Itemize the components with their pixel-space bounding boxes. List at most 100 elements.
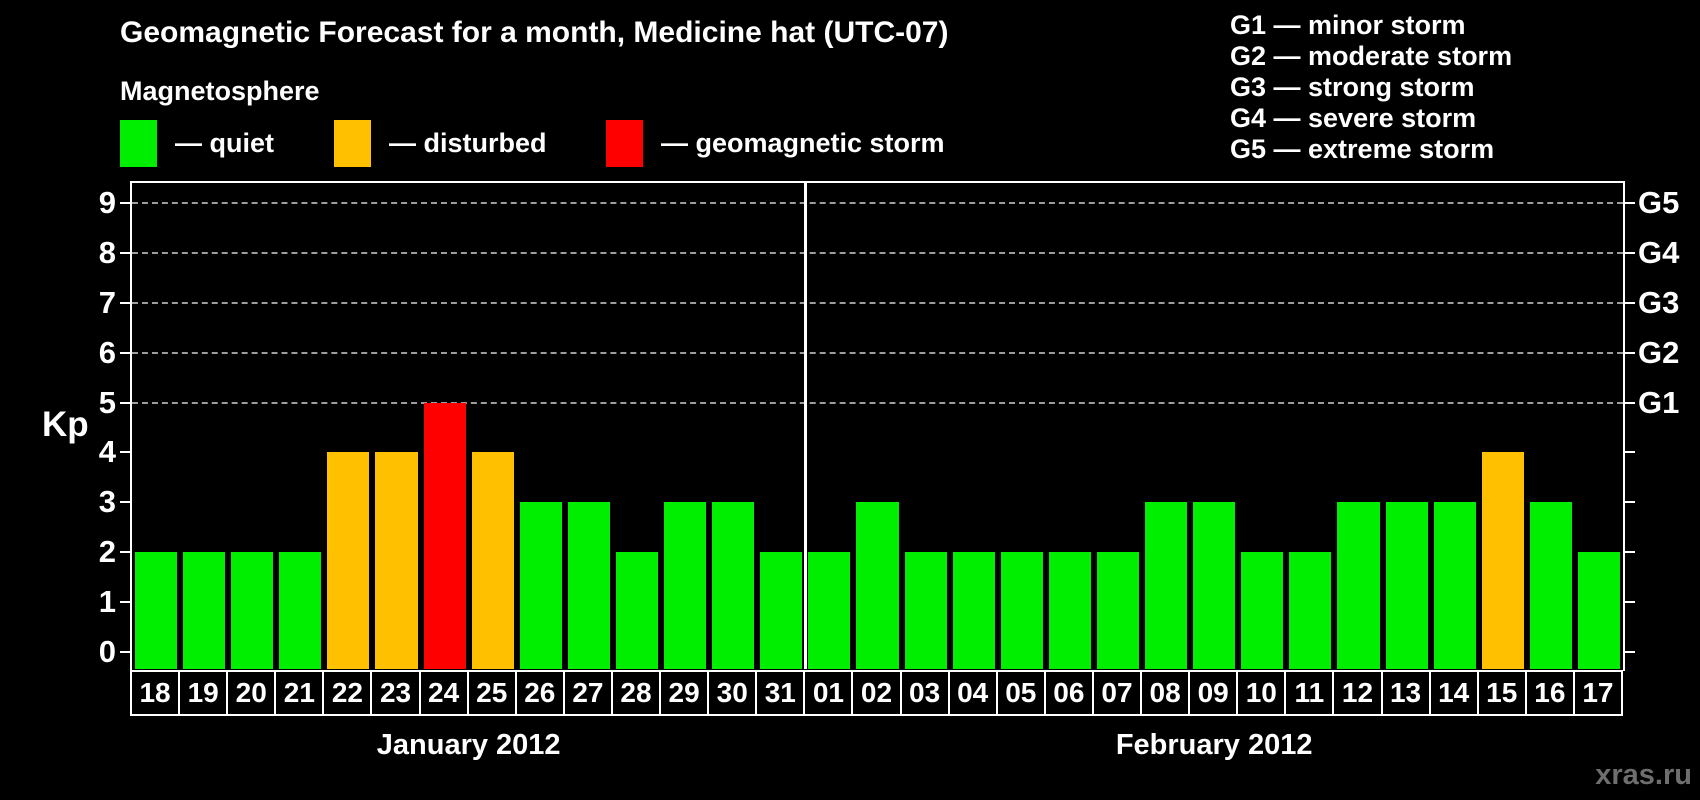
- day-cell-05: 05: [995, 670, 1046, 716]
- day-cell-15: 15: [1476, 670, 1527, 716]
- y-tick-label-6: 6: [98, 334, 116, 370]
- g-legend-g2: G2 — moderate storm: [1230, 41, 1513, 71]
- kp-bar-day-14-month-2: [1433, 502, 1476, 669]
- kp-bar-day-13-month-2: [1385, 502, 1428, 669]
- kp-bar-day-18-month-1: [135, 552, 178, 669]
- storm-color-swatch: [606, 119, 643, 167]
- day-cell-13: 13: [1380, 670, 1431, 716]
- day-cell-23: 23: [370, 670, 421, 716]
- kp-bar-day-11-month-2: [1289, 552, 1332, 669]
- day-cell-21: 21: [274, 670, 325, 716]
- kp-bar-day-25-month-1: [471, 452, 514, 669]
- legend-label-quiet: — quiet: [175, 127, 274, 158]
- kp-bar-day-21-month-1: [279, 552, 322, 669]
- right-tick-kp-5: [1623, 401, 1635, 404]
- legend-item-storm: — geomagnetic storm: [606, 118, 945, 168]
- kp-bar-day-31-month-1: [760, 552, 803, 669]
- g-legend-g3: G3 — strong storm: [1230, 72, 1475, 102]
- day-cell-14: 14: [1428, 670, 1479, 716]
- left-tick-kp-2: [120, 551, 132, 554]
- kp-bar-day-28-month-1: [615, 552, 659, 669]
- kp-bar-day-07-month-2: [1096, 552, 1140, 669]
- day-cell-31: 31: [755, 670, 806, 716]
- legend-item-disturbed: — disturbed: [334, 118, 547, 168]
- kp-bar-day-08-month-2: [1145, 502, 1188, 669]
- day-cell-16: 16: [1524, 670, 1575, 716]
- g-legend-g1: G1 — minor storm: [1230, 10, 1466, 40]
- left-tick-kp-5: [120, 401, 132, 404]
- right-tick-kp-8: [1623, 251, 1635, 254]
- y-axis-title: Kp: [42, 404, 89, 444]
- day-cell-18: 18: [130, 670, 181, 716]
- kp-bar-day-10-month-2: [1241, 552, 1284, 669]
- y-tick-label-2: 2: [98, 534, 116, 570]
- right-tick-kp-6: [1623, 351, 1635, 354]
- gridline-kp-6: [132, 351, 1623, 354]
- kp-bar-day-04-month-2: [952, 552, 995, 669]
- kp-bar-day-24-month-1: [423, 402, 466, 669]
- day-cell-30: 30: [707, 670, 758, 716]
- kp-bar-day-16-month-2: [1529, 502, 1572, 669]
- left-tick-kp-1: [120, 601, 132, 604]
- gridline-kp-9: [132, 201, 1623, 204]
- g-legend-g5: G5 — extreme storm: [1230, 134, 1495, 164]
- gridline-kp-5: [132, 401, 1623, 404]
- y-tick-label-0: 0: [98, 634, 116, 669]
- y-tick-label-4: 4: [98, 434, 116, 470]
- day-cell-25: 25: [466, 670, 517, 716]
- left-tick-kp-9: [120, 201, 132, 204]
- kp-bar-day-19-month-1: [183, 552, 226, 669]
- disturbed-color-swatch: [334, 119, 371, 167]
- day-cell-22: 22: [322, 670, 373, 716]
- kp-bar-day-09-month-2: [1193, 502, 1236, 669]
- kp-bar-day-02-month-2: [856, 502, 899, 669]
- watermark: xras.ru: [1595, 759, 1692, 791]
- g-legend-g4: G4 — severe storm: [1230, 103, 1477, 133]
- y-tick-label-1: 1: [98, 584, 116, 620]
- day-cell-02: 02: [851, 670, 902, 716]
- day-cell-19: 19: [178, 670, 229, 716]
- left-tick-kp-7: [120, 301, 132, 304]
- kp-bar-day-30-month-1: [712, 502, 755, 669]
- kp-bar-day-06-month-2: [1048, 552, 1091, 669]
- day-cell-10: 10: [1236, 670, 1287, 716]
- day-cell-09: 09: [1188, 670, 1239, 716]
- right-tick-kp-3: [1623, 501, 1635, 504]
- day-cell-08: 08: [1140, 670, 1191, 716]
- left-tick-kp-8: [120, 251, 132, 254]
- day-cell-01: 01: [803, 670, 854, 716]
- day-cell-03: 03: [899, 670, 950, 716]
- month-label-2: February 2012: [1115, 729, 1313, 761]
- gridline-kp-8: [132, 251, 1623, 254]
- day-cell-28: 28: [610, 670, 662, 716]
- day-cell-07: 07: [1091, 670, 1143, 716]
- left-tick-kp-6: [120, 351, 132, 354]
- legend-label-disturbed: — disturbed: [389, 127, 547, 158]
- day-cell-20: 20: [226, 670, 277, 716]
- kp-bar-day-23-month-1: [375, 452, 418, 669]
- day-cell-06: 06: [1043, 670, 1094, 716]
- right-tick-kp-2: [1623, 551, 1635, 554]
- y-tick-label-9: 9: [98, 184, 116, 220]
- kp-bar-day-05-month-2: [1000, 552, 1043, 669]
- kp-bar-day-12-month-2: [1337, 502, 1380, 669]
- y-tick-label-5: 5: [98, 384, 116, 420]
- right-tick-kp-4: [1623, 451, 1635, 454]
- kp-bar-day-26-month-1: [519, 502, 562, 669]
- right-tick-kp-9: [1623, 201, 1635, 204]
- legend-label-storm: — geomagnetic storm: [661, 127, 945, 158]
- right-tick-kp-7: [1623, 301, 1635, 304]
- y-tick-label-7: 7: [98, 284, 116, 320]
- left-tick-kp-0: [120, 651, 132, 653]
- right-axis-label-g1: G1: [1638, 384, 1680, 420]
- kp-bar-day-29-month-1: [664, 502, 707, 669]
- gridline-kp-7: [132, 301, 1623, 304]
- kp-bar-day-17-month-2: [1577, 552, 1620, 669]
- plot-area-border: [130, 181, 1625, 671]
- day-cell-11: 11: [1284, 670, 1335, 716]
- legend-heading: Magnetosphere: [120, 76, 320, 106]
- month-label-1: January 2012: [376, 729, 561, 761]
- chart-title: Geomagnetic Forecast for a month, Medici…: [120, 16, 949, 49]
- y-tick-label-3: 3: [98, 484, 116, 520]
